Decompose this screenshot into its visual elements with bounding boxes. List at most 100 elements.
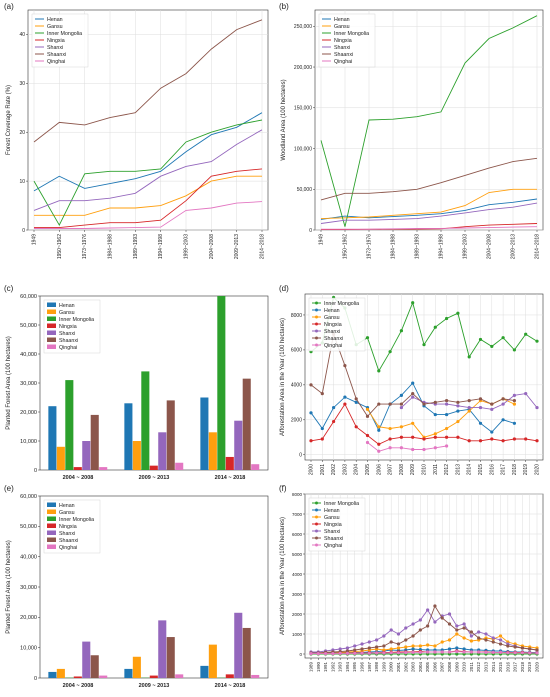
data-point [332, 420, 335, 423]
x-tick-label: 2009 ~ 2013 [139, 475, 170, 481]
y-tick-label: 4000 [292, 572, 303, 577]
data-point [433, 620, 436, 623]
x-tick-label: 2003 [342, 464, 348, 475]
legend-label: Henan [59, 503, 75, 509]
bar-inner-mongolia [65, 380, 73, 470]
data-point [368, 646, 371, 649]
data-point [492, 636, 495, 639]
y-tick-label: 2000 [291, 418, 302, 424]
data-point [441, 640, 444, 643]
data-point [419, 644, 422, 647]
x-tick-label: 2005 [425, 662, 430, 673]
legend-marker [315, 302, 318, 305]
x-tick-label: 2010 [462, 662, 467, 673]
data-point [400, 436, 403, 439]
data-point [468, 406, 471, 409]
data-point [411, 634, 414, 637]
bar-shanxi [82, 441, 90, 470]
y-tick-label: 30,000 [20, 381, 37, 387]
data-point [484, 632, 487, 635]
data-point [441, 616, 444, 619]
y-tick-label: 40,000 [20, 554, 37, 560]
chart-b-svg: 050,000100,000150,000200,000250,000Woodl… [275, 0, 550, 282]
panel-label-b: (b) [279, 2, 289, 11]
data-point [346, 652, 349, 655]
data-point [360, 647, 363, 650]
data-point [470, 634, 473, 637]
y-tick-label: 0 [299, 453, 302, 459]
data-point [422, 402, 425, 405]
data-point [375, 645, 378, 648]
data-point [477, 650, 480, 653]
y-tick-label: 60,000 [20, 294, 37, 300]
bar-shanxi [234, 613, 242, 678]
legend-swatch [47, 338, 56, 343]
x-tick-label: 2010 [422, 464, 428, 475]
x-tick-label: 1995 [352, 662, 357, 673]
y-axis-label: Planted Forest Area (100 hectares) [6, 336, 12, 429]
bar-qinghai [251, 675, 259, 678]
bar-ningxia [150, 676, 158, 678]
data-point [462, 650, 465, 653]
x-tick-label: 2009 [410, 464, 416, 475]
data-point [375, 638, 378, 641]
data-point [433, 604, 436, 607]
data-point [309, 411, 312, 414]
data-point [434, 432, 437, 435]
data-point [411, 382, 414, 385]
x-tick-label: 2014~2018 [260, 234, 266, 259]
x-tick-label: 1993 [338, 662, 343, 673]
data-point [490, 402, 493, 405]
data-point [404, 651, 407, 654]
data-point [343, 395, 346, 398]
data-point [499, 634, 502, 637]
bar-henan [200, 398, 208, 471]
data-point [479, 338, 482, 341]
data-point [397, 632, 400, 635]
legend-label: Gansu [59, 510, 75, 516]
y-tick-label: 8000 [291, 313, 302, 319]
x-tick-label: 2009~2013 [234, 234, 240, 259]
data-point [434, 446, 437, 449]
data-point [404, 645, 407, 648]
x-tick-label: 2015 [478, 464, 484, 475]
data-point [479, 406, 482, 409]
data-point [448, 650, 451, 653]
x-tick-label: 1949 [319, 234, 325, 245]
data-point [411, 448, 414, 451]
data-point [448, 647, 451, 650]
bar-shaanxi [243, 628, 251, 678]
legend-swatch [47, 538, 56, 543]
x-tick-label: 2018 [520, 662, 525, 673]
x-tick-label: 2007 [388, 464, 394, 475]
data-point [366, 415, 369, 418]
data-point [477, 630, 480, 633]
x-tick-label: 2019 [527, 662, 532, 673]
data-point [456, 409, 459, 412]
data-point [426, 608, 429, 611]
data-point [490, 430, 493, 433]
data-point [506, 651, 509, 654]
data-point [411, 644, 414, 647]
data-point [448, 612, 451, 615]
bar-shanxi [158, 620, 166, 678]
legend-label: Shanxi [324, 329, 340, 335]
x-tick-label: 1991 [323, 662, 328, 673]
data-point [382, 651, 385, 654]
y-tick-label: 250,000 [294, 24, 312, 30]
x-tick-label: 2014 [467, 464, 473, 475]
legend-marker [315, 337, 318, 340]
y-tick-label: 20 [19, 130, 25, 136]
bar-shanxi [234, 421, 242, 470]
bar-ningxia [226, 674, 234, 678]
data-point [470, 630, 473, 633]
x-tick-label: 2012 [476, 662, 481, 673]
data-point [468, 399, 471, 402]
legend-label: Inner Mongolia [324, 301, 359, 307]
y-tick-label: 30 [19, 81, 25, 87]
y-tick-label: 200,000 [294, 65, 312, 71]
x-tick-label: 1949 [32, 234, 38, 245]
legend-label: Shaanxi [324, 336, 343, 342]
y-axis-label: Afforestation Area in the Year (100 hect… [280, 517, 286, 635]
